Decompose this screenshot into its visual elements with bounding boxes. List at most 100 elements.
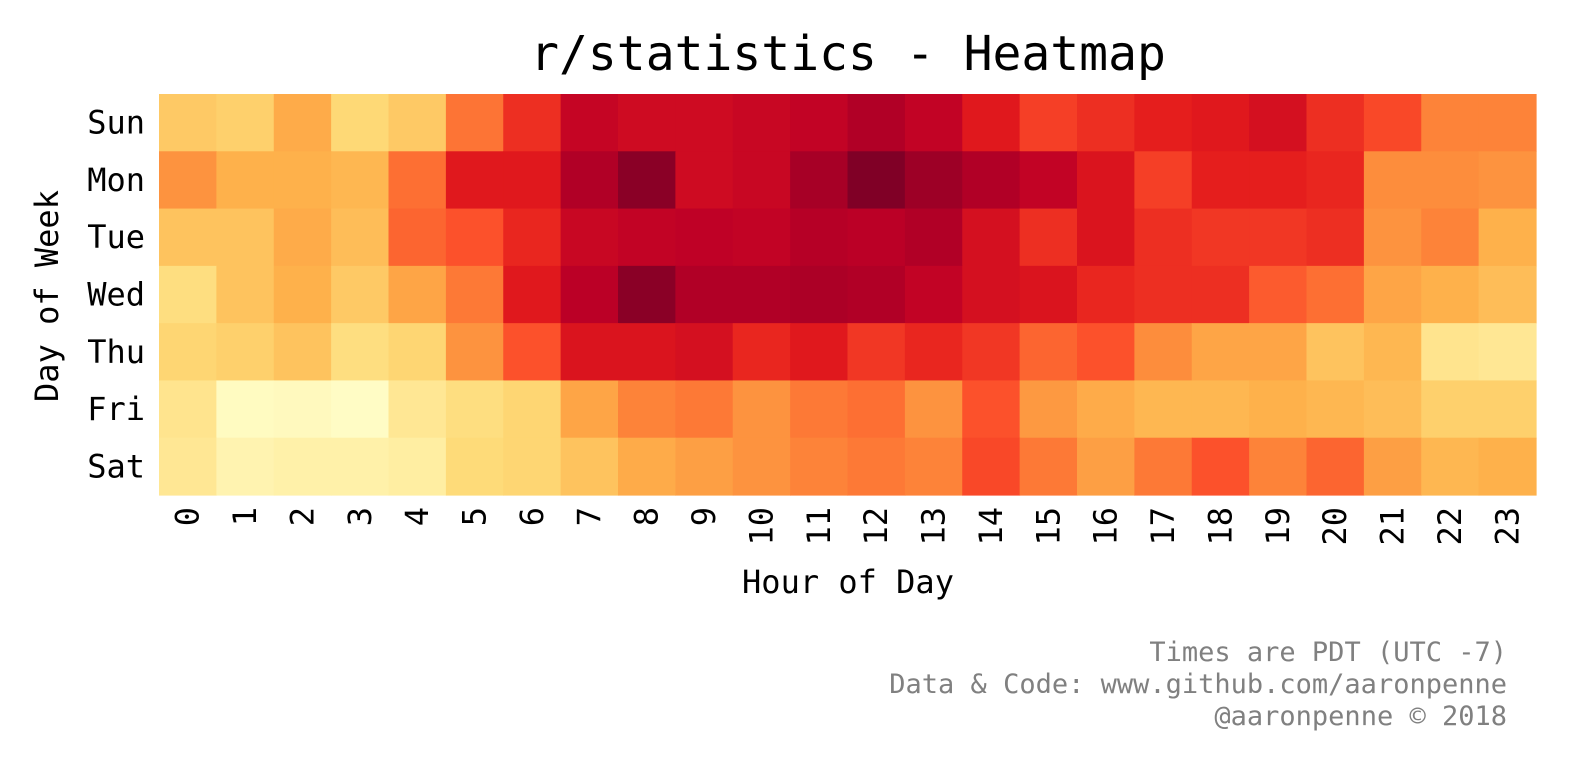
y-tick-label-mon: Mon	[87, 161, 145, 199]
heatmap-cell-thu-7	[560, 323, 619, 382]
heatmap-cell-sun-14	[962, 94, 1021, 152]
x-tick-label-8: 8	[628, 507, 666, 526]
heatmap-cell-tue-14	[962, 208, 1021, 267]
heatmap-cell-fri-23	[1478, 380, 1537, 439]
x-tick-label-7: 7	[570, 507, 608, 526]
heatmap-cell-fri-10	[732, 380, 791, 439]
y-tick-label-tue: Tue	[87, 218, 145, 256]
x-axis-label: Hour of Day	[742, 563, 954, 601]
x-tick-label-22: 22	[1431, 507, 1469, 546]
heatmap-cell-fri-4	[388, 380, 447, 439]
heatmap-cell-wed-17	[1134, 265, 1193, 324]
heatmap-cell-sun-6	[503, 94, 562, 152]
heatmap-cell-thu-2	[273, 323, 332, 382]
heatmap-cell-thu-9	[675, 323, 734, 382]
x-tick-label-4: 4	[398, 507, 436, 526]
heatmap-cell-fri-18	[1191, 380, 1250, 439]
heatmap-cell-wed-16	[1077, 265, 1135, 324]
heatmap-cell-sun-22	[1421, 94, 1480, 152]
heatmap-cell-tue-3	[331, 208, 390, 267]
x-tick-label-13: 13	[915, 507, 953, 546]
heatmap-cell-sat-0	[159, 437, 217, 496]
heatmap-cell-sun-11	[790, 94, 849, 152]
heatmap-cell-thu-23	[1478, 323, 1537, 382]
heatmap-cell-sun-16	[1077, 94, 1135, 152]
heatmap-cell-tue-8	[618, 208, 676, 267]
heatmap-cell-tue-6	[503, 208, 562, 267]
heatmap-cell-sun-15	[1019, 94, 1078, 152]
heatmap-cell-thu-11	[790, 323, 849, 382]
heatmap-cell-sat-11	[790, 437, 849, 496]
heatmap-cell-sat-1	[216, 437, 275, 496]
heatmap-cell-thu-6	[503, 323, 562, 382]
heatmap-cell-sat-17	[1134, 437, 1193, 496]
heatmap-cell-mon-15	[1019, 151, 1078, 210]
heatmap-cell-tue-1	[216, 208, 275, 267]
heatmap-cell-mon-3	[331, 151, 390, 210]
heatmap-cell-tue-5	[445, 208, 504, 267]
x-tick-label-14: 14	[972, 507, 1010, 546]
heatmap-cell-sat-2	[273, 437, 332, 496]
heatmap-cell-wed-7	[560, 265, 619, 324]
heatmap-cell-tue-9	[675, 208, 734, 267]
heatmap-cell-thu-21	[1363, 323, 1422, 382]
heatmap-cell-wed-4	[388, 265, 447, 324]
heatmap-cell-sat-13	[904, 437, 963, 496]
heatmap-cell-mon-5	[445, 151, 504, 210]
heatmap-cell-tue-21	[1363, 208, 1422, 267]
heatmap-cell-tue-17	[1134, 208, 1193, 267]
heatmap-cell-sat-6	[503, 437, 562, 496]
heatmap-cell-sun-0	[159, 94, 217, 152]
x-tick-label-16: 16	[1087, 507, 1125, 546]
heatmap-cell-wed-10	[732, 265, 791, 324]
heatmap-cells	[159, 94, 1537, 496]
heatmap-cell-mon-19	[1249, 151, 1308, 210]
heatmap-cell-thu-13	[904, 323, 963, 382]
heatmap-cell-thu-10	[732, 323, 791, 382]
heatmap-cell-fri-5	[445, 380, 504, 439]
heatmap-cell-fri-8	[618, 380, 676, 439]
heatmap-cell-mon-11	[790, 151, 849, 210]
heatmap-cell-wed-14	[962, 265, 1021, 324]
heatmap-cell-sun-8	[618, 94, 676, 152]
heatmap-cell-sat-21	[1363, 437, 1422, 496]
heatmap-cell-tue-23	[1478, 208, 1537, 267]
heatmap-cell-tue-13	[904, 208, 963, 267]
chart-title: r/statistics - Heatmap	[530, 26, 1166, 82]
heatmap-cell-sun-1	[216, 94, 275, 152]
heatmap-cell-wed-2	[273, 265, 332, 324]
x-tick-label-15: 15	[1029, 507, 1067, 546]
heatmap-cell-fri-13	[904, 380, 963, 439]
heatmap-cell-fri-11	[790, 380, 849, 439]
heatmap-cell-wed-8	[618, 265, 676, 324]
heatmap-cell-wed-22	[1421, 265, 1480, 324]
heatmap-cell-tue-12	[847, 208, 906, 267]
heatmap-cell-thu-14	[962, 323, 1021, 382]
heatmap-cell-fri-1	[216, 380, 275, 439]
heatmap-cell-wed-19	[1249, 265, 1308, 324]
heatmap-cell-sun-23	[1478, 94, 1537, 152]
heatmap-cell-wed-15	[1019, 265, 1078, 324]
x-tick-label-21: 21	[1374, 507, 1412, 546]
x-tick-label-10: 10	[742, 507, 780, 546]
x-tick-label-1: 1	[226, 507, 264, 526]
heatmap-cell-tue-19	[1249, 208, 1308, 267]
heatmap-cell-sat-8	[618, 437, 676, 496]
heatmap-cell-sat-9	[675, 437, 734, 496]
heatmap-cell-mon-18	[1191, 151, 1250, 210]
heatmap-cell-thu-15	[1019, 323, 1078, 382]
heatmap-cell-fri-15	[1019, 380, 1078, 439]
heatmap-cell-sun-12	[847, 94, 906, 152]
heatmap-cell-wed-1	[216, 265, 275, 324]
x-tick-label-5: 5	[456, 507, 494, 526]
heatmap-cell-mon-8	[618, 151, 676, 210]
heatmap-cell-mon-13	[904, 151, 963, 210]
y-tick-label-thu: Thu	[87, 333, 145, 371]
heatmap-cell-tue-7	[560, 208, 619, 267]
heatmap-cell-thu-4	[388, 323, 447, 382]
heatmap-cell-fri-17	[1134, 380, 1193, 439]
heatmap-cell-thu-1	[216, 323, 275, 382]
heatmap-cell-fri-9	[675, 380, 734, 439]
heatmap-cell-sat-16	[1077, 437, 1135, 496]
